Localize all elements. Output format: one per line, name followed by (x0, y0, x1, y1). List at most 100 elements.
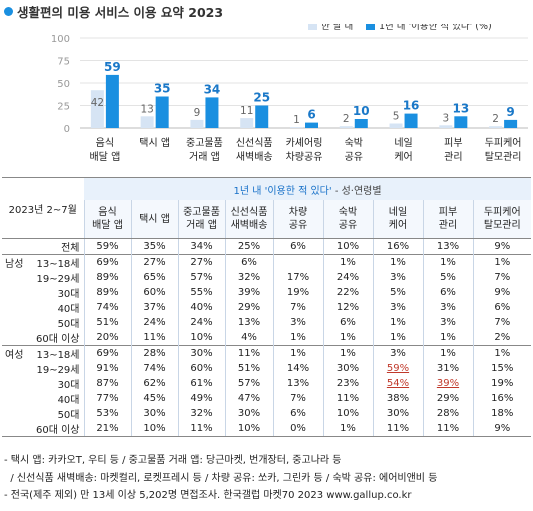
table-cell: 15% (472, 361, 532, 376)
table-cell: 38% (372, 391, 423, 406)
table-cell: 47% (224, 391, 273, 406)
table-row: 여성 13~18세 69% 28% 30% 11% 1% 1% 3% 1% 1% (2, 345, 532, 361)
row-label: 여성 13~18세 (2, 345, 84, 361)
group-label: 남성 (5, 259, 24, 270)
bar (489, 126, 503, 128)
table-cell: 5% (372, 285, 423, 300)
data-label: 42 (91, 97, 104, 109)
row-label: 50대 (2, 315, 84, 330)
row-label-text: 60대 이상 (35, 334, 80, 345)
table-cell: 16% (472, 391, 532, 406)
legend-label: 1년 내 '이용한 적 있다' (%) (379, 24, 492, 32)
data-label: 2 (343, 113, 350, 125)
table-cell: 2% (472, 330, 532, 346)
table-cell: 29% (422, 391, 473, 406)
table-cell: 57% (224, 376, 273, 391)
x-tick-label: 배달 앱 (89, 151, 120, 163)
table-cell: 77% (83, 391, 131, 406)
bar (240, 118, 254, 128)
table-cell: 25% (224, 238, 273, 255)
row-label: 30대 (2, 285, 84, 300)
table-cell: 1% (322, 330, 373, 346)
table-subtitle: 1년 내 '이용한 적 있다' - 성·연령별 (84, 177, 532, 200)
row-label-text: 60대 이상 (35, 425, 80, 436)
bar (389, 123, 403, 128)
table-cell: 20% (83, 330, 131, 346)
x-tick-label: 카셰어링 (286, 137, 323, 149)
data-label: 34 (204, 82, 221, 96)
table-cell: 6% (224, 254, 273, 270)
highlighted-value: 39% (436, 378, 460, 389)
table-cell: 74% (83, 300, 131, 315)
table-cell: 7% (272, 391, 323, 406)
table-cell: 18% (472, 406, 532, 421)
table-cell: 6% (272, 238, 323, 255)
table-cell (272, 254, 323, 270)
table-cell: 13% (224, 315, 273, 330)
row-label-text: 13~18세 (36, 350, 80, 361)
table-row: 40대 74% 37% 40% 29% 7% 12% 3% 3% 6% (2, 300, 532, 315)
column-header: 차량 공유 (272, 200, 323, 239)
table-cell: 19% (472, 376, 532, 391)
table-cell: 35% (130, 238, 178, 255)
table-cell: 54% (372, 376, 423, 391)
table-cell: 1% (422, 330, 473, 346)
table-cell: 89% (83, 285, 131, 300)
table-cell: 1% (422, 254, 473, 270)
data-label: 35 (154, 82, 171, 96)
y-tick-label: 50 (57, 79, 70, 90)
table-cell: 9% (472, 421, 532, 437)
table-cell: 3% (272, 315, 323, 330)
x-tick-label: 거래 앱 (189, 151, 220, 163)
table-cell: 37% (130, 300, 178, 315)
table-row: 60대 이상 21% 10% 11% 10% 0% 1% 11% 11% 9% (2, 421, 532, 437)
table-cell: 16% (372, 238, 423, 255)
row-label-text: 19~29세 (36, 274, 80, 285)
row-label-text: 40대 (57, 395, 80, 406)
data-label: 3 (442, 112, 449, 124)
x-tick-label: 차량공유 (286, 151, 323, 163)
table-cell: 11% (422, 421, 473, 437)
table-cell: 39% (224, 285, 273, 300)
table-cell: 65% (130, 270, 178, 285)
x-tick-label: 네일 (394, 137, 412, 149)
table-cell: 27% (177, 254, 225, 270)
bar (439, 125, 453, 128)
bar (305, 122, 318, 128)
legend-label: 한 달 내 (321, 24, 353, 32)
table-cell: 51% (224, 361, 273, 376)
row-label: 30대 (2, 376, 84, 391)
table-cell: 24% (322, 270, 373, 285)
table-cell: 7% (472, 315, 532, 330)
bar (504, 119, 518, 128)
legend-swatch (308, 24, 317, 30)
bullet-icon (4, 7, 13, 16)
table-cell: 3% (372, 270, 423, 285)
table-cell: 40% (177, 300, 225, 315)
table-cell: 28% (130, 345, 178, 361)
highlighted-value: 59% (386, 363, 410, 374)
table-cell: 11% (224, 345, 273, 361)
table-subtitle-main: 1년 내 '이용한 적 있다' (233, 185, 332, 197)
legend-swatch (366, 24, 375, 30)
period-label: 2023년 2~7월 (2, 177, 84, 239)
table-cell: 53% (83, 406, 131, 421)
table-cell: 30% (372, 406, 423, 421)
table-cell: 10% (322, 406, 373, 421)
column-header: 음식 배달 앱 (83, 200, 131, 239)
data-label: 2 (492, 113, 499, 125)
table-cell: 6% (322, 315, 373, 330)
table-cell: 1% (272, 330, 323, 346)
table-cell: 3% (372, 345, 423, 361)
table-cell: 60% (177, 361, 225, 376)
page-title-text: 생활편의 미용 서비스 이용 요약 2023 (17, 5, 224, 20)
highlighted-value: 54% (386, 378, 410, 389)
table-cell: 11% (130, 330, 178, 346)
table-cell: 3% (372, 300, 423, 315)
table-cell: 61% (177, 376, 225, 391)
table-cell: 31% (422, 361, 473, 376)
row-label-text: 전체 (61, 243, 80, 254)
table-cell: 60% (130, 285, 178, 300)
table-cell: 29% (224, 300, 273, 315)
footnote-line: - 택시 앱: 카카오T, 우티 등 / 중고물품 거래 앱: 당근마켓, 번개… (4, 455, 342, 466)
